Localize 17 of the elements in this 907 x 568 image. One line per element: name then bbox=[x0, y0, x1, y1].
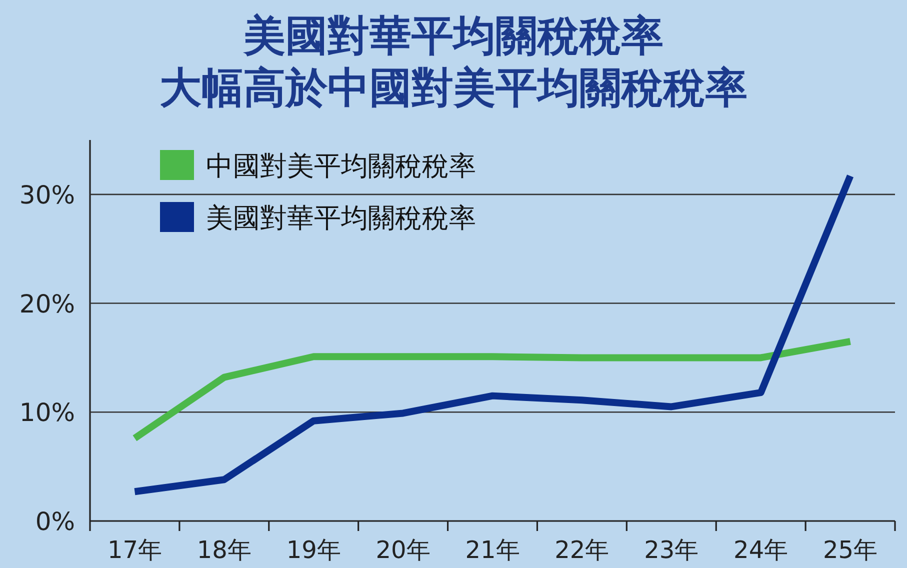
x-tick-label: 23年 bbox=[644, 536, 699, 564]
legend-label: 中國對美平均關稅稅率 bbox=[206, 151, 476, 182]
chart-title: 美國對華平均關稅稅率 bbox=[242, 11, 664, 60]
x-tick-label: 25年 bbox=[823, 536, 878, 564]
x-tick-label: 18年 bbox=[196, 536, 252, 564]
x-tick-label: 21年 bbox=[465, 536, 520, 564]
y-tick-label: 20% bbox=[19, 289, 75, 318]
y-tick-label: 10% bbox=[19, 398, 75, 428]
y-tick-label: 30% bbox=[19, 180, 75, 210]
x-tick-label: 17年 bbox=[107, 536, 162, 564]
x-tick-label: 19年 bbox=[286, 536, 341, 564]
y-tick-label: 0% bbox=[35, 507, 75, 536]
legend-label: 美國對華平均關稅稅率 bbox=[206, 203, 476, 234]
x-tick-label: 20年 bbox=[376, 536, 430, 564]
chart-subtitle: 大幅高於中國對美平均關稅稅率 bbox=[160, 63, 748, 112]
x-tick-label: 22年 bbox=[554, 536, 610, 564]
x-tick-label: 24年 bbox=[734, 536, 788, 564]
